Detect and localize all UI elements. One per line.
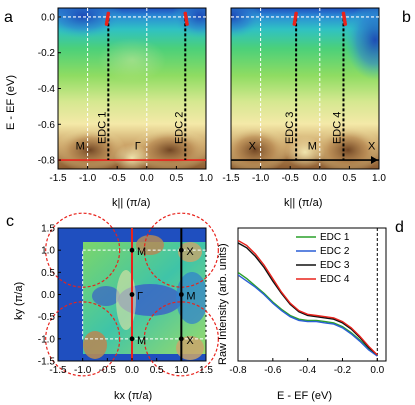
x-tick-label: -0.5: [109, 173, 127, 184]
edc-label: EDC 2: [173, 112, 185, 144]
panel-letter-d: d: [395, 219, 404, 236]
c-xlabel: kx (π/a): [114, 390, 152, 402]
panel-letter-a: a: [4, 9, 13, 26]
panel-a-plot: EDC 1 EDC 2 M Γ -1.5 -1.0 -0.5 0.0 0.5 1.0 0.0 -0.…: [38, 7, 213, 184]
symmetry-point-label: X: [368, 140, 376, 152]
x-tick-label: 0.5: [150, 365, 164, 376]
x-tick-label: -0.2: [334, 365, 352, 376]
b-xlabel: k|| (π/a): [284, 197, 322, 209]
symmetry-point-label: Γ: [137, 291, 143, 303]
symmetry-point: [129, 247, 135, 253]
panel-c-plot: M Γ M X M X -1.5 -1.0 -0.5 0.0 0.5 1.0 1.5 1.5 1.0 0.5…: [38, 212, 219, 377]
x-tick-label: 0.5: [169, 173, 183, 184]
a-xlabel: k|| (π/a): [112, 197, 150, 209]
x-tick-label: 0.0: [125, 365, 139, 376]
edc-label: EDC 1: [96, 112, 108, 144]
x-tick-label: -0.5: [99, 365, 117, 376]
fermi-pocket-contour: [143, 212, 219, 288]
x-tick-label: -0.8: [229, 365, 247, 376]
x-tick-label: -1.5: [49, 365, 67, 376]
legend-label: EDC 1: [320, 232, 350, 243]
series-line: [238, 239, 378, 356]
y-tick-label: -0.6: [38, 120, 56, 131]
symmetry-point-label: M: [186, 291, 195, 303]
fermi-pocket-contour: [45, 212, 121, 288]
x-tick-label: -1.0: [74, 365, 92, 376]
legend-label: EDC 3: [320, 260, 350, 271]
symmetry-point: [129, 292, 135, 297]
band-point: [343, 22, 348, 26]
y-tick-label: -1.0: [38, 334, 56, 345]
edc-label: EDC 4: [331, 112, 343, 144]
symmetry-point-label: X: [249, 140, 257, 152]
d-ylabel: Raw Intensity (arb. units): [217, 243, 229, 365]
y-tick-label: -1.5: [38, 357, 56, 368]
x-tick-label: 0.0: [370, 365, 384, 376]
y-tick-label: 0.0: [41, 12, 55, 23]
x-tick-label: 1.0: [372, 173, 386, 184]
panel-b-heatmap: [231, 8, 379, 169]
x-tick-label: -0.4: [299, 365, 317, 376]
y-tick-label: 0.5: [41, 268, 55, 279]
a-ylabel: E - EF (eV): [5, 75, 17, 130]
panel-letter-b: b: [402, 9, 411, 26]
symmetry-point: [129, 336, 135, 342]
x-tick-label: 0.0: [140, 173, 154, 184]
c-ylabel: ky (π/a): [13, 282, 25, 320]
y-tick-label: 1.0: [41, 246, 55, 257]
y-tick-label: 0.0: [41, 290, 55, 301]
x-tick-label: -1.5: [49, 173, 67, 184]
symmetry-point-label: Γ: [135, 140, 141, 152]
d-xlabel: E - EF (eV): [277, 390, 332, 402]
panel-a-heatmap: [58, 8, 206, 169]
y-tick-label: -0.8: [38, 156, 56, 167]
band-point: [292, 22, 297, 26]
fermi-pocket-contour: [45, 301, 121, 377]
y-tick-label: 1.5: [41, 224, 55, 235]
symmetry-point-label: M: [76, 140, 85, 152]
symmetry-point-label: M: [137, 246, 146, 258]
x-tick-label: -1.0: [79, 173, 97, 184]
legend-label: EDC 4: [320, 274, 350, 285]
fermi-pocket-contour: [143, 301, 219, 377]
y-tick-label: -0.5: [38, 312, 56, 323]
x-tick-label: -0.6: [264, 365, 282, 376]
symmetry-point: [178, 292, 184, 297]
panel-b-plot: EDC 3 EDC 4 X M X -1.5 -1.0 -0.5 0.0 0.5 1.0: [222, 7, 386, 184]
cut-arrow-icon: [371, 156, 378, 165]
panel-letter-c: c: [6, 213, 14, 230]
symmetry-point-label: M: [137, 335, 146, 347]
x-tick-label: 1.0: [174, 365, 188, 376]
series-line: [238, 271, 378, 356]
series-line: [238, 274, 378, 357]
symmetry-point-label: X: [186, 246, 194, 258]
x-tick-label: -1.0: [252, 173, 270, 184]
symmetry-point-label: X: [186, 335, 194, 347]
x-tick-label: 1.5: [199, 365, 213, 376]
band-point: [185, 22, 189, 26]
y-tick-label: -0.4: [38, 84, 56, 95]
band-point: [104, 22, 109, 26]
symmetry-point-label: M: [308, 140, 317, 152]
series-line: [238, 242, 378, 356]
symmetry-point: [178, 247, 184, 253]
x-tick-label: -0.5: [282, 173, 300, 184]
x-tick-label: 0.5: [342, 173, 356, 184]
x-tick-label: -1.5: [222, 173, 240, 184]
panel-d-plot: EDC 1 EDC 2 EDC 3 EDC 4 -0.8 -0.6 -0.4 -0.2 0.0: [229, 227, 387, 376]
symmetry-point: [178, 336, 184, 342]
legend-label: EDC 2: [320, 246, 350, 257]
edc-label: EDC 3: [284, 112, 296, 144]
x-tick-label: 0.0: [313, 173, 327, 184]
y-tick-label: -0.2: [38, 48, 56, 59]
x-tick-label: 1.0: [199, 173, 213, 184]
